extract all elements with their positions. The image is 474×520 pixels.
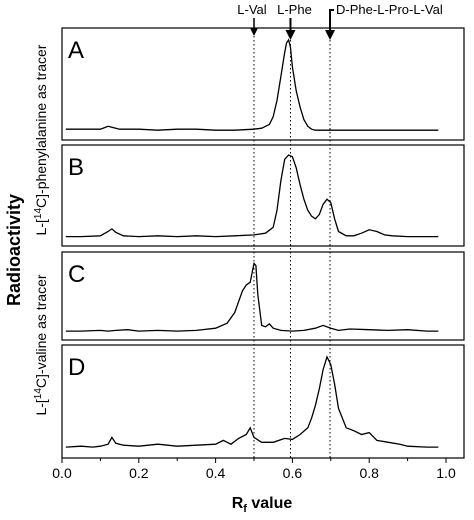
marker-arrowhead-l-val: [250, 28, 258, 36]
panel-label-d: D: [68, 354, 85, 381]
marker-label-d-phe-l-pro-l-val: D-Phe-L-Pro-L-Val: [336, 2, 443, 17]
group-label-0: L-[14C]-phenylalanine as tracer: [33, 44, 49, 235]
x-tick-label-3: 0.6: [283, 465, 303, 481]
marker-label-l-val: L-Val: [237, 2, 266, 17]
x-axis-title: Rf value: [232, 495, 293, 515]
series-line-a: [65, 38, 439, 131]
y-axis-title: Radioactivity: [4, 194, 24, 306]
panel-frame-b: [61, 144, 465, 247]
panel-label-c: C: [68, 261, 85, 288]
marker-label-l-phe: L-Phe: [277, 2, 312, 17]
series-line-d: [65, 355, 439, 448]
panel-frame-d: [61, 344, 465, 459]
marker-arrow-d-phe-l-pro-l-val: [329, 9, 335, 34]
x-tick-label-4: 0.8: [359, 465, 379, 481]
group-label-1: L-[14C]-valine as tracer: [33, 274, 49, 415]
panel-frame-a: [61, 27, 465, 141]
x-tick-label-2: 0.4: [206, 465, 226, 481]
series-line-c: [65, 261, 439, 332]
x-tick-label-5: 1.0: [436, 465, 456, 481]
panel-label-a: A: [68, 37, 84, 64]
marker-arrowhead-l-phe: [285, 30, 296, 40]
panel-label-b: B: [68, 154, 84, 181]
series-line-b: [65, 154, 439, 238]
x-tick-label-1: 0.2: [129, 465, 149, 481]
panel-frame-c: [61, 251, 465, 341]
x-tick-label-0: 0.0: [52, 465, 72, 481]
marker-arrowhead-d-phe-l-pro-l-val: [325, 30, 336, 40]
